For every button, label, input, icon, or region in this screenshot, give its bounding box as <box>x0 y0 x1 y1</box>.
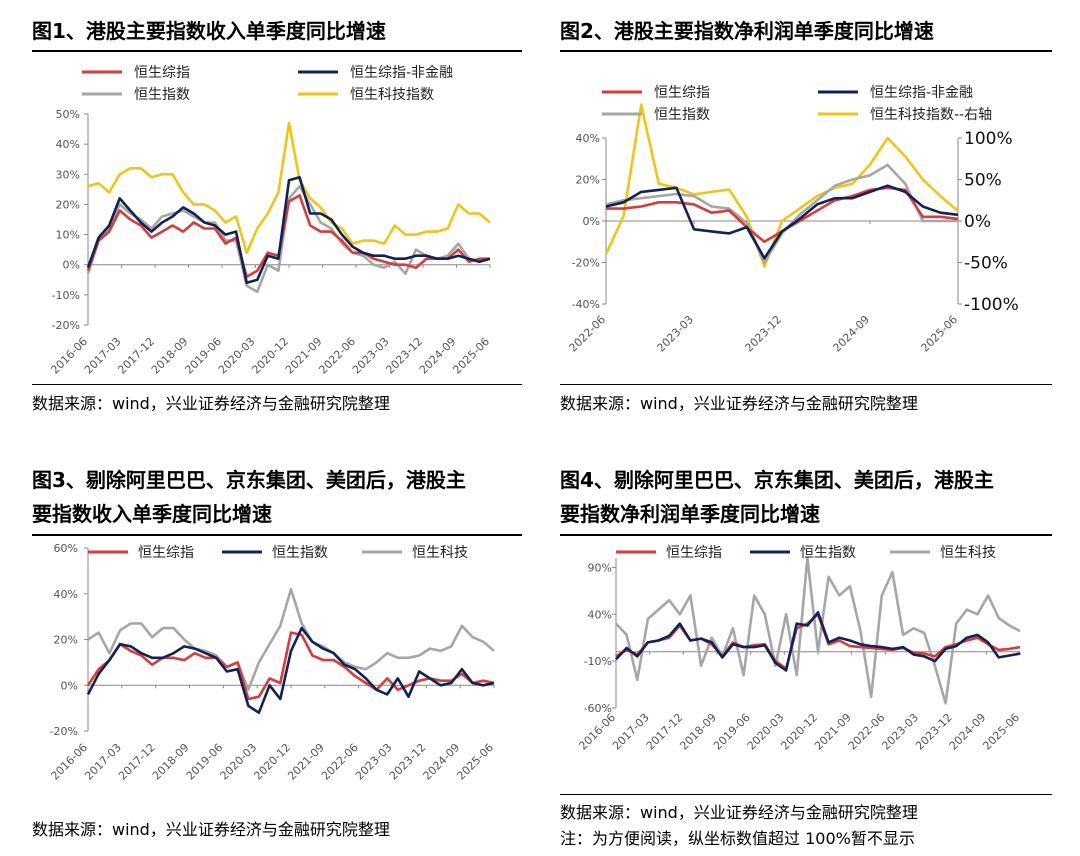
chart-fig2: -40% -20% 0% 20% 40% 100% 50% 0% -50% -100% 2022-0… <box>566 85 1019 355</box>
y-tick-label: 30% <box>56 168 80 181</box>
chart-fig3: -20%0%20%40%60%2016-062017-032017-122018… <box>48 542 496 783</box>
legend-label: 恒生综指 <box>654 85 710 101</box>
y-tick-label: -20% <box>572 257 600 270</box>
y-tick-label: -20% <box>52 319 80 332</box>
x-tick-label: 2023-12 <box>742 313 784 355</box>
x-tick-label: 2025-06 <box>980 711 1022 753</box>
series-line-navy <box>605 184 959 260</box>
bottom-rule <box>560 384 1052 385</box>
y-tick-label: 0% <box>61 679 78 692</box>
x-tick-label: 2022-06 <box>566 313 608 355</box>
y2-tick-label: 50% <box>964 171 1002 191</box>
source-note: 数据来源：wind，兴业证券经济与金融研究院整理 <box>32 394 390 413</box>
y-tick-label: 40% <box>588 608 612 621</box>
legend-label: 恒生综指-非金融 <box>870 85 973 101</box>
legend-label: 恒生综指-非金融 <box>350 65 453 81</box>
y2-tick-label: 100% <box>964 129 1013 149</box>
title-rule <box>32 50 522 52</box>
y-tick-label: -10% <box>584 655 612 668</box>
y2-tick-label: 0% <box>964 212 991 232</box>
legend-label: 恒生科技 <box>940 545 996 561</box>
figure-title: 图1、港股主要指数收入单季度同比增速 <box>32 19 386 43</box>
legend-label: 恒生综指 <box>138 545 194 561</box>
y-tick-label: -20% <box>50 725 78 738</box>
y-tick-label: 20% <box>56 198 80 211</box>
legend-label: 恒生综指 <box>134 65 190 81</box>
bottom-rule <box>32 384 522 385</box>
y-tick-label: -60% <box>584 702 612 715</box>
series-line-navy <box>86 176 491 285</box>
source-note: 数据来源：wind，兴业证券经济与金融研究院整理 <box>32 820 390 839</box>
series-line-yellow <box>87 121 491 254</box>
y-tick-label: -40% <box>572 298 600 311</box>
source-note: 数据来源：wind，兴业证券经济与金融研究院整理 <box>560 803 918 822</box>
legend-label: 恒生科技指数 <box>350 87 434 103</box>
figure-2: 图2、港股主要指数净利润单季度同比增速 -40% -20% 0% 20% 40% 100%… <box>560 10 1052 425</box>
x-tick-label: 2025-06 <box>454 741 496 783</box>
y-tick-label: 40% <box>54 588 78 601</box>
figure-title-line-2: 要指数收入单季度同比增速 <box>32 502 272 526</box>
y-tick-label: -10% <box>52 289 80 302</box>
x-tick-label: 2025-06 <box>918 313 960 355</box>
x-tick-label: 2023-03 <box>654 313 696 355</box>
y-tick-label: 90% <box>588 561 612 574</box>
chart-fig4: -60%-10%40%90%2016-062017-032017-122018-… <box>576 545 1022 753</box>
title-rule <box>32 534 522 536</box>
legend-label: 恒生科技 <box>412 545 468 561</box>
figure-title-line-2: 要指数净利润单季度同比增速 <box>560 502 820 526</box>
chart-fig1: -20%-10%0%10%20%30%40%50%2016-062017-032… <box>48 65 492 377</box>
y-tick-label: 50% <box>56 108 80 121</box>
series-line-navy <box>86 626 495 714</box>
legend-label: 恒生指数 <box>654 107 710 123</box>
series-group <box>615 556 1021 705</box>
series-group <box>86 121 491 294</box>
legend-label: 恒生指数 <box>800 545 856 561</box>
figure-3: 图3、剔除阿里巴巴、京东集团、美团后，港股主 要指数收入单季度同比增速 -20%… <box>32 462 522 852</box>
legend-label: 恒生科技指数--右轴 <box>870 107 992 123</box>
series-line-gray <box>87 587 495 692</box>
figure-title-line-1: 图4、剔除阿里巴巴、京东集团、美团后，港股主 <box>560 468 994 492</box>
title-rule <box>560 50 1052 52</box>
x-tick-label: 2025-06 <box>450 335 492 377</box>
y-tick-label: 0% <box>583 215 600 228</box>
bottom-rule <box>560 794 1052 795</box>
y-tick-label: 10% <box>56 229 80 242</box>
figure-1: 图1、港股主要指数收入单季度同比增速 -20% -10% 0% 10% 20% 30% 40… <box>32 10 522 425</box>
y2-tick-label: -100% <box>964 295 1019 315</box>
y-tick-label: 0% <box>63 259 80 272</box>
y-tick-label: 40% <box>576 132 600 145</box>
series-line-red <box>86 194 490 279</box>
y-tick-label: 60% <box>54 542 78 555</box>
series-group <box>86 587 495 714</box>
series-line-yellow <box>604 103 959 268</box>
y-tick-label: 20% <box>576 174 600 187</box>
figure-title-line-1: 图3、剔除阿里巴巴、京东集团、美团后，港股主 <box>32 468 466 492</box>
series-line-gray <box>615 556 1021 705</box>
y-tick-label: 40% <box>56 138 80 151</box>
y2-tick-label: -50% <box>964 254 1008 274</box>
x-tick-label: 2024-09 <box>830 313 872 355</box>
y-tick-label: 20% <box>54 634 78 647</box>
series-line-gray <box>86 185 491 294</box>
series-line-navy <box>615 611 1021 672</box>
figure-4: 图4、剔除阿里巴巴、京东集团、美团后，港股主 要指数净利润单季度同比增速 -60… <box>560 462 1052 852</box>
series-line-red <box>86 631 495 701</box>
figure-title: 图2、港股主要指数净利润单季度同比增速 <box>560 19 934 43</box>
source-note: 数据来源：wind，兴业证券经济与金融研究院整理 <box>560 394 918 413</box>
footnote: 注：为方便阅读，纵坐标数值超过 100%暂不显示 <box>560 829 915 848</box>
title-rule <box>560 534 1052 536</box>
series-group <box>604 103 959 268</box>
legend-label: 恒生指数 <box>272 545 328 561</box>
legend-label: 恒生指数 <box>134 87 190 103</box>
legend-label: 恒生综指 <box>666 545 722 561</box>
